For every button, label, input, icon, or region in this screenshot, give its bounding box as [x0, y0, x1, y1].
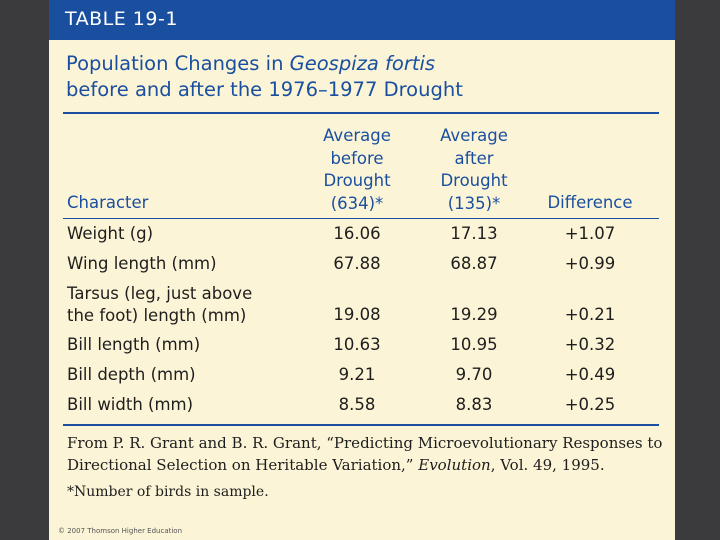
table-title: Population Changes in Geospiza fortis be…	[66, 51, 463, 103]
bottom-rule	[63, 424, 659, 426]
title-line-2: before and after the 1976–1977 Drought	[66, 78, 463, 101]
row-difference-value: +0.49	[564, 365, 616, 384]
row-character: Bill width (mm)	[67, 395, 194, 414]
table-number: TABLE 19-1	[65, 8, 178, 30]
row-character: Bill depth (mm)	[67, 365, 196, 384]
row-after-value: 17.13	[450, 224, 498, 243]
title-prefix: Population Changes in	[66, 52, 290, 75]
row-after-value: 10.95	[450, 335, 498, 354]
column-header-before: Average before Drought (634)*	[323, 126, 391, 213]
journal-name: Evolution	[418, 456, 491, 474]
row-after-value: 68.87	[450, 254, 498, 273]
row-difference-value: +1.07	[564, 224, 616, 243]
row-before-value: 9.21	[338, 365, 376, 384]
column-header-difference: Difference	[547, 193, 633, 212]
row-character: Tarsus (leg, just above the foot) length…	[67, 284, 253, 325]
row-character: Bill length (mm)	[67, 335, 201, 354]
footnote: *Number of birds in sample.	[67, 484, 269, 500]
row-difference-value: +0.99	[564, 254, 616, 273]
header-rule	[63, 218, 659, 219]
top-rule	[63, 112, 659, 114]
row-before-value: 10.63	[333, 335, 381, 354]
row-after-value: 9.70	[455, 365, 493, 384]
title-species: Geospiza fortis	[289, 52, 436, 75]
row-difference-value: +0.25	[564, 395, 616, 414]
row-difference-value: +0.21	[564, 305, 616, 324]
table-header-bar: TABLE 19-1	[49, 0, 675, 40]
source-citation: From P. R. Grant and B. R. Grant, “Predi…	[67, 434, 663, 474]
copyright-notice: © 2007 Thomson Higher Education	[58, 527, 183, 535]
row-before-value: 67.88	[333, 254, 381, 273]
table-slide: TABLE 19-1 Population Changes in Geospiz…	[49, 0, 675, 540]
row-character: Wing length (mm)	[67, 254, 217, 273]
row-before-value: 19.08	[333, 305, 381, 324]
row-before-value: 16.06	[333, 224, 381, 243]
row-difference-value: +0.32	[564, 335, 616, 354]
row-after-value: 19.29	[450, 305, 498, 324]
row-after-value: 8.83	[455, 395, 493, 414]
column-header-after: Average after Drought (135)*	[440, 126, 508, 213]
row-character: Weight (g)	[67, 224, 154, 243]
row-before-value: 8.58	[338, 395, 376, 414]
column-header-character: Character	[67, 193, 149, 212]
